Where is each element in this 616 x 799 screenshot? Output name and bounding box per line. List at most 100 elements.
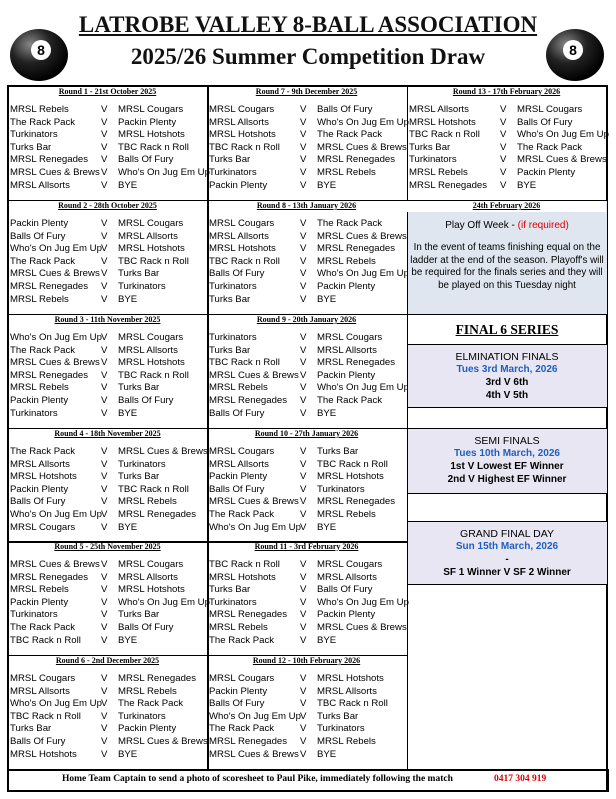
away-team: MRSL Cougars (317, 332, 383, 343)
away-team: Turks Bar (317, 446, 359, 457)
versus: V (300, 521, 307, 533)
home-team: The Rack Pack (209, 509, 275, 520)
stage-name: ELMINATION FINALS (455, 351, 559, 363)
away-team: MRSL Hotshots (317, 471, 384, 483)
finals-stage (407, 344, 608, 408)
versus: V (300, 141, 307, 153)
versus: V (500, 179, 507, 191)
away-team: MRSL Allsorts (118, 571, 178, 583)
versus: V (101, 129, 108, 141)
versus: V (101, 357, 108, 369)
away-team: Turkinators (118, 281, 166, 292)
versus: V (300, 509, 307, 520)
away-team: MRSL Renegades (118, 509, 197, 520)
away-team: The Rack Pack (317, 129, 383, 141)
stage-line: - (505, 554, 509, 565)
home-team: Who's On Jug Em Up (209, 710, 301, 722)
versus: V (300, 496, 307, 508)
round-title: Round 5 - 25th November 2025 (54, 542, 161, 551)
versus: V (101, 622, 108, 633)
away-team: BYE (317, 748, 337, 760)
versus: V (300, 609, 307, 621)
away-team: The Rack Pack (317, 395, 383, 406)
home-team: MRSL Renegades (209, 736, 288, 747)
round-title: Round 11 - 3rd February 2026 (254, 542, 359, 551)
away-team: BYE (317, 521, 337, 533)
versus: V (101, 407, 108, 419)
versus: V (101, 382, 108, 394)
round-title: Round 12 - 10th February 2026 (252, 656, 361, 665)
versus: V (300, 748, 307, 760)
home-team: Who's On Jug Em Up (10, 243, 102, 255)
home-team: MRSL Cougars (209, 104, 275, 115)
versus: V (300, 104, 307, 115)
versus: V (101, 698, 108, 710)
home-team: MRSL Rebels (10, 382, 69, 394)
versus: V (300, 357, 307, 369)
home-team: MRSL Cues & Brews (209, 496, 299, 508)
versus: V (101, 104, 108, 115)
versus: V (300, 332, 307, 343)
away-team: Packin Plenty (317, 369, 376, 381)
home-team: Who's On Jug Em Up (209, 521, 301, 533)
away-team: Balls Of Fury (517, 116, 573, 128)
versus: V (300, 584, 307, 596)
away-team: Who's On Jug Em Up (118, 596, 210, 608)
home-team: MRSL Rebels (209, 382, 268, 394)
versus: V (101, 673, 108, 684)
home-team: Turks Bar (209, 154, 251, 166)
versus: V (300, 483, 307, 495)
versus: V (300, 382, 307, 394)
home-team: MRSL Hotshots (209, 571, 276, 583)
versus: V (300, 255, 307, 267)
away-team: BYE (118, 293, 138, 305)
away-team: Turkinators (118, 458, 166, 470)
round-title: Round 13 - 17th February 2026 (452, 87, 561, 96)
home-team: The Rack Pack (209, 723, 275, 735)
stage-line: 1st V Lowest EF Winner (450, 461, 564, 472)
home-team: Turkinators (209, 167, 257, 178)
ball-label: 8 (569, 42, 577, 58)
home-team: TBC Rack n Roll (409, 129, 480, 141)
versus: V (101, 230, 108, 242)
home-team: TBC Rack n Roll (10, 634, 81, 646)
away-team: BYE (517, 179, 537, 191)
home-team: Turkinators (209, 281, 257, 292)
home-team: Turkinators (10, 609, 58, 621)
home-team: Who's On Jug Em Up (10, 698, 102, 710)
playoff-heading-part: Play Off Week - (445, 220, 518, 231)
home-team: MRSL Hotshots (409, 116, 476, 128)
versus: V (101, 116, 108, 128)
away-team: MRSL Renegades (317, 496, 396, 508)
away-team: MRSL Cougars (517, 104, 583, 115)
away-team: MRSL Cues & Brews (317, 622, 407, 633)
away-team: MRSL Cougars (118, 104, 184, 115)
away-team: Packin Plenty (118, 116, 177, 128)
away-team: MRSL Cues & Brews (118, 446, 208, 457)
versus: V (101, 748, 108, 760)
ball-label: 8 (37, 42, 45, 58)
away-team: MRSL Cues & Brews (317, 141, 407, 153)
away-team: BYE (118, 407, 138, 419)
home-team: Who's On Jug Em Up (10, 509, 102, 520)
versus: V (300, 369, 307, 381)
home-team: Packin Plenty (10, 218, 69, 229)
home-team: MRSL Renegades (209, 395, 288, 406)
away-team: MRSL Rebels (118, 496, 177, 508)
home-team: MRSL Allsorts (209, 458, 269, 470)
away-team: MRSL Hotshots (317, 673, 384, 684)
home-team: MRSL Allsorts (409, 104, 469, 115)
home-team: MRSL Renegades (409, 179, 488, 191)
away-team: Turks Bar (118, 471, 160, 483)
versus: V (300, 673, 307, 684)
home-team: The Rack Pack (10, 446, 76, 457)
versus: V (101, 723, 108, 735)
round-title: Round 1 - 21st October 2025 (58, 87, 157, 96)
away-team: Balls Of Fury (118, 395, 174, 406)
away-team: Who's On Jug Em Up (317, 116, 409, 128)
versus: V (300, 446, 307, 457)
versus: V (300, 634, 307, 646)
home-team: MRSL Cougars (209, 218, 275, 229)
away-team: MRSL Hotshots (118, 243, 185, 255)
